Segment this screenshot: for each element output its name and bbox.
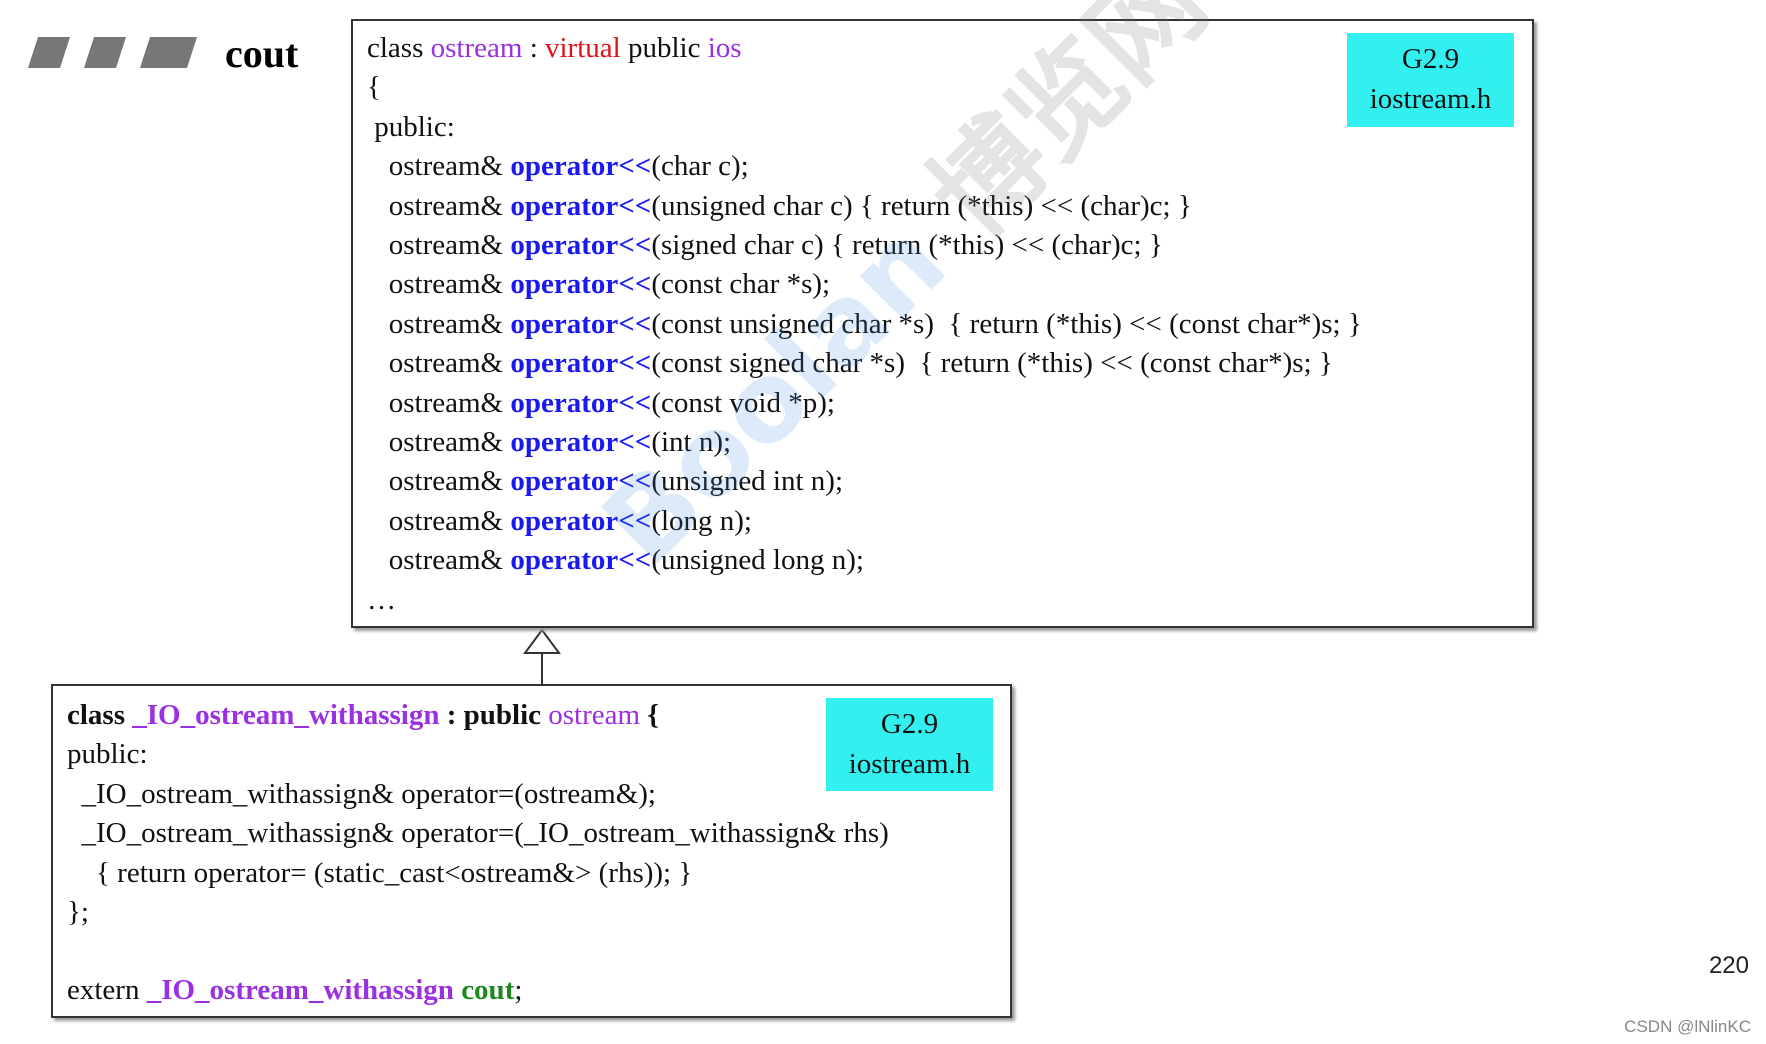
code-line: public: — [67, 735, 889, 774]
code-line: ostream& operator<<(const unsigned char … — [367, 305, 1362, 344]
code-token: _IO_ostream_withassign& operator=(_IO_os… — [67, 817, 889, 850]
code-token: (unsigned char c) { return (*this) << (c… — [651, 189, 1192, 222]
code-token: (const void *p); — [651, 386, 835, 419]
code-line: ostream& operator<<(const void *p); — [367, 384, 1362, 423]
code-token: _IO_ostream_withassign — [146, 974, 454, 1007]
code-token: public: — [367, 110, 455, 143]
code-token: ostream& — [367, 386, 511, 419]
code-token: operator<< — [510, 386, 652, 419]
code-token: (const signed char *s) { return (*this) … — [651, 347, 1333, 380]
tag-line: iostream.h — [848, 748, 971, 780]
code-token: ostream& — [367, 504, 511, 537]
bullet-bar — [140, 37, 197, 68]
bullet-bar — [84, 37, 126, 68]
code-token: cout — [461, 974, 515, 1007]
code-token: operator<< — [510, 229, 652, 262]
tag-line: G2.9 — [1401, 43, 1460, 75]
code-token: { return operator= (static_cast<ostream&… — [67, 856, 693, 889]
code: class _IO_ostream_withassign : public os… — [67, 696, 889, 1011]
code-token: (int n); — [651, 426, 732, 459]
code-line: ostream& operator<<(const signed char *s… — [367, 344, 1362, 383]
page-number: 220 — [1708, 952, 1749, 979]
code-line: _IO_ostream_withassign& operator=(_IO_os… — [67, 814, 889, 853]
tag-line: iostream.h — [1369, 83, 1492, 115]
code-box: class ostream : virtual public ios{ publ… — [351, 19, 1534, 628]
bullet-bar — [28, 37, 70, 68]
code-token: class — [67, 699, 133, 731]
code-token: : — [522, 32, 545, 64]
code-line: class ostream : virtual public ios — [367, 29, 1362, 68]
code-line: … — [367, 581, 1362, 620]
code-line: public: — [367, 108, 1362, 147]
code-token: ostream& — [367, 465, 511, 498]
code-token: operator<< — [510, 426, 652, 459]
tag-line: G2.9 — [880, 708, 939, 740]
code-line: ostream& operator<<(unsigned char c) { r… — [367, 187, 1362, 226]
code: class ostream : virtual public ios{ publ… — [367, 29, 1362, 620]
code-token: ostream& — [367, 268, 511, 301]
code-line: ostream& operator<<(char c); — [367, 147, 1362, 186]
code-token: ostream& — [367, 307, 511, 340]
code-token: ostream& — [367, 150, 511, 183]
code-line: ostream& operator<<(unsigned long n); — [367, 541, 1362, 580]
code-token: ostream& — [367, 189, 511, 222]
code-box: class _IO_ostream_withassign : public os… — [51, 684, 1012, 1018]
code-token: { — [367, 71, 381, 104]
code-line: ostream& operator<<(long n); — [367, 502, 1362, 541]
code-token: ostream& — [367, 347, 511, 380]
file-tag: G2.9 iostream.h — [1347, 33, 1514, 127]
code-token: ostream — [548, 699, 641, 731]
code-token: operator<< — [510, 465, 652, 498]
code-line: extern _IO_ostream_withassign cout; — [67, 971, 889, 1010]
code-token: ostream& — [367, 544, 511, 577]
code-token: operator<< — [510, 504, 652, 537]
code-token: _IO_ostream_withassign — [132, 699, 440, 731]
code-token: (signed char c) { return (*this) << (cha… — [651, 229, 1163, 262]
code-token: public: — [67, 738, 148, 771]
code-token: ostream& — [367, 229, 511, 262]
code-token: }; — [67, 896, 89, 929]
code-line: { return operator= (static_cast<ostream&… — [67, 854, 889, 893]
code-token: : public — [439, 699, 549, 731]
code-token: { — [640, 699, 659, 731]
code-token: ostream& — [367, 426, 511, 459]
code-token: virtual — [545, 32, 621, 64]
code-token: operator<< — [510, 150, 652, 183]
inherit-arrow — [523, 628, 561, 654]
code-token: (const char *s); — [651, 268, 831, 301]
code-token: (const unsigned char *s) { return (*this… — [651, 307, 1362, 340]
file-tag: G2.9 iostream.h — [826, 698, 993, 791]
code-line: ostream& operator<<(const char *s); — [367, 265, 1362, 304]
code-token: operator<< — [510, 189, 652, 222]
code-token: … — [367, 583, 396, 616]
code-token: ios — [707, 32, 742, 64]
code-token: operator<< — [510, 268, 652, 301]
code-token: (long n); — [651, 504, 752, 537]
code-line: ostream& operator<<(int n); — [367, 423, 1362, 462]
code-line: }; — [67, 893, 889, 932]
code-token: ostream — [430, 32, 523, 64]
code-line: { — [367, 68, 1362, 107]
code-line: ostream& operator<<(signed char c) { ret… — [367, 226, 1362, 265]
code-token: ; — [514, 974, 523, 1007]
code-line: class _IO_ostream_withassign : public os… — [67, 696, 889, 735]
code-token: class — [367, 32, 431, 64]
code-token: (unsigned int n); — [651, 465, 844, 498]
code-line: ostream& operator<<(unsigned int n); — [367, 462, 1362, 501]
code-line: _IO_ostream_withassign& operator=(ostrea… — [67, 775, 889, 814]
credit: CSDN @lNlinKC — [1624, 1017, 1751, 1036]
code-token: operator<< — [510, 307, 652, 340]
code-token: operator<< — [510, 544, 652, 577]
spacer — [67, 932, 889, 971]
code-token: public — [620, 32, 708, 64]
code-token: (char c); — [651, 150, 749, 183]
code-token: (unsigned long n); — [651, 544, 864, 577]
code-token: _IO_ostream_withassign& operator=(ostrea… — [67, 777, 656, 810]
title: cout — [225, 31, 299, 76]
code-token: operator<< — [510, 347, 652, 380]
code-token: extern — [67, 974, 147, 1007]
